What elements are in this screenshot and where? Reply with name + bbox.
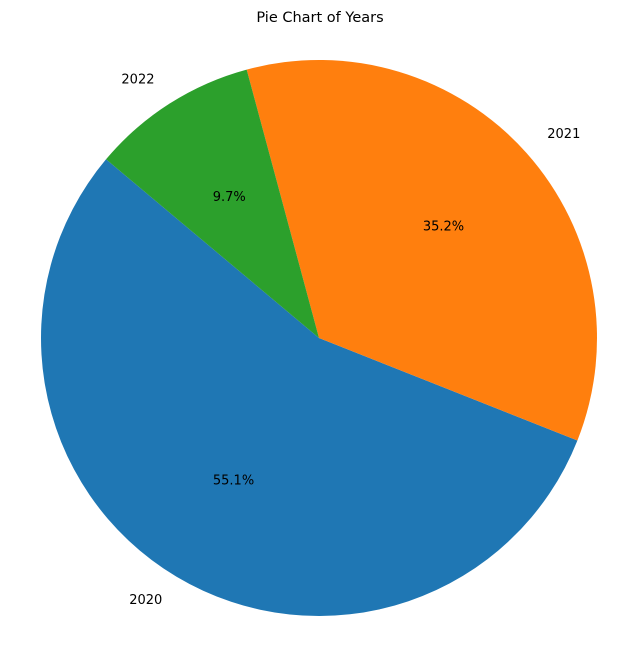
pie-slices (41, 59, 598, 616)
slice-label-2021: 2021 (547, 127, 580, 142)
pie-labels: 2020 55.1% 2021 35.2% 2022 9.7% (121, 73, 580, 608)
chart-title: Pie Chart of Years (256, 10, 383, 26)
slice-percent-2021: 35.2% (423, 219, 464, 234)
slice-percent-2020: 55.1% (213, 474, 254, 489)
slice-label-2020: 2020 (129, 593, 162, 608)
slice-percent-2022: 9.7% (213, 190, 246, 205)
pie-slice-2022 (106, 69, 319, 338)
slice-label-2022: 2022 (121, 73, 154, 88)
pie-slice-2020 (41, 159, 578, 616)
pie-slice-2021 (246, 59, 598, 441)
